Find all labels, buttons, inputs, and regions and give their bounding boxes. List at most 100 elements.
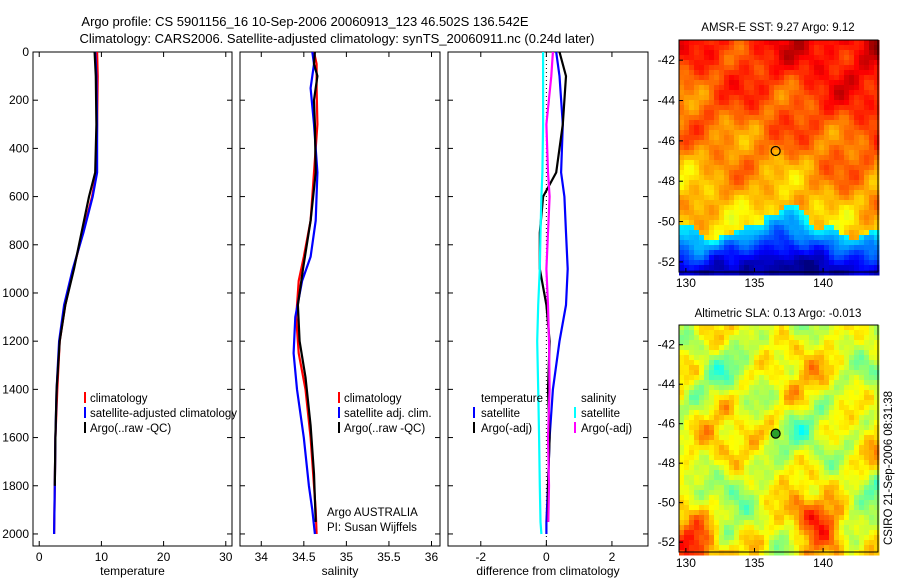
map-cell: [814, 485, 820, 491]
map-cell: [874, 45, 880, 51]
map-cell: [784, 45, 790, 51]
map-cell: [834, 215, 840, 221]
map-cell: [859, 360, 865, 366]
map-cell: [714, 70, 720, 76]
map-cell: [784, 450, 790, 456]
map-cell: [779, 520, 785, 526]
map-cell: [679, 525, 685, 531]
map-cell: [844, 450, 850, 456]
map-cell: [709, 210, 715, 216]
map-cell: [829, 540, 835, 546]
map-cell: [714, 510, 720, 516]
map-cell: [754, 135, 760, 141]
map-cell: [799, 150, 805, 156]
map-cell: [859, 40, 865, 46]
map-cell: [734, 70, 740, 76]
map-cell: [729, 180, 735, 186]
map-cell: [844, 455, 850, 461]
map-cell: [824, 105, 830, 111]
map-cell: [704, 105, 710, 111]
map-cell: [834, 530, 840, 536]
map-cell: [764, 485, 770, 491]
map-cell: [724, 205, 730, 211]
map-cell: [704, 150, 710, 156]
map-cell: [794, 170, 800, 176]
map-cell: [824, 540, 830, 546]
map-cell: [774, 455, 780, 461]
map-cell: [814, 200, 820, 206]
map-cell: [704, 415, 710, 421]
map-cell: [719, 475, 725, 481]
map-cell: [729, 190, 735, 196]
map-cell: [704, 355, 710, 361]
map-cell: [839, 45, 845, 51]
map-cell: [784, 245, 790, 251]
map-cell: [819, 85, 825, 91]
map-cell: [759, 395, 765, 401]
map-cell: [744, 415, 750, 421]
map-cell: [779, 405, 785, 411]
map-cell: [844, 420, 850, 426]
map-cell: [814, 325, 820, 331]
map-cell: [819, 530, 825, 536]
map-cell: [759, 190, 765, 196]
map-cell: [729, 160, 735, 166]
map-cell: [859, 200, 865, 206]
map-cell: [824, 515, 830, 521]
map-cell: [799, 70, 805, 76]
map-cell: [774, 160, 780, 166]
map-cell: [864, 510, 870, 516]
map-cell: [799, 470, 805, 476]
map-cell: [849, 530, 855, 536]
map-cell: [734, 515, 740, 521]
map-cell: [874, 115, 880, 121]
map-cell: [859, 550, 865, 556]
map-cell: [814, 110, 820, 116]
map-cell: [829, 105, 835, 111]
map-cell: [829, 335, 835, 341]
map-cell: [764, 460, 770, 466]
map-cell: [744, 455, 750, 461]
map-cell: [854, 340, 860, 346]
map-cell: [729, 170, 735, 176]
map-cell: [779, 155, 785, 161]
map-cell: [694, 425, 700, 431]
map-cell: [874, 490, 880, 496]
map-cell: [824, 215, 830, 221]
map-cell: [744, 440, 750, 446]
map-cell: [789, 220, 795, 226]
map-cell: [744, 395, 750, 401]
map-cell: [854, 95, 860, 101]
map-cell: [759, 70, 765, 76]
map-cell: [754, 355, 760, 361]
map-cell: [859, 270, 865, 276]
map-cell: [689, 120, 695, 126]
map-cell: [859, 240, 865, 246]
map-cell: [844, 130, 850, 136]
map-cell: [849, 545, 855, 551]
map-cell: [679, 385, 685, 391]
map-cell: [679, 105, 685, 111]
map-cell: [799, 525, 805, 531]
map-cell: [819, 395, 825, 401]
map-cell: [869, 430, 875, 436]
map-cell: [849, 535, 855, 541]
map-cell: [784, 505, 790, 511]
map-cell: [839, 60, 845, 66]
map-cell: [814, 545, 820, 551]
map-cell: [729, 65, 735, 71]
map-cell: [714, 190, 720, 196]
map-cell: [799, 450, 805, 456]
map-cell: [804, 390, 810, 396]
map-cell: [854, 420, 860, 426]
salinity-legend: climatology satellite adj. clim. Argo(..…: [327, 392, 432, 534]
map-cell: [714, 330, 720, 336]
map-cell: [864, 425, 870, 431]
map-cell: [804, 70, 810, 76]
map-cell: [769, 370, 775, 376]
map-cell: [704, 210, 710, 216]
map-cell: [709, 365, 715, 371]
map-cell: [689, 510, 695, 516]
map-cell: [729, 445, 735, 451]
